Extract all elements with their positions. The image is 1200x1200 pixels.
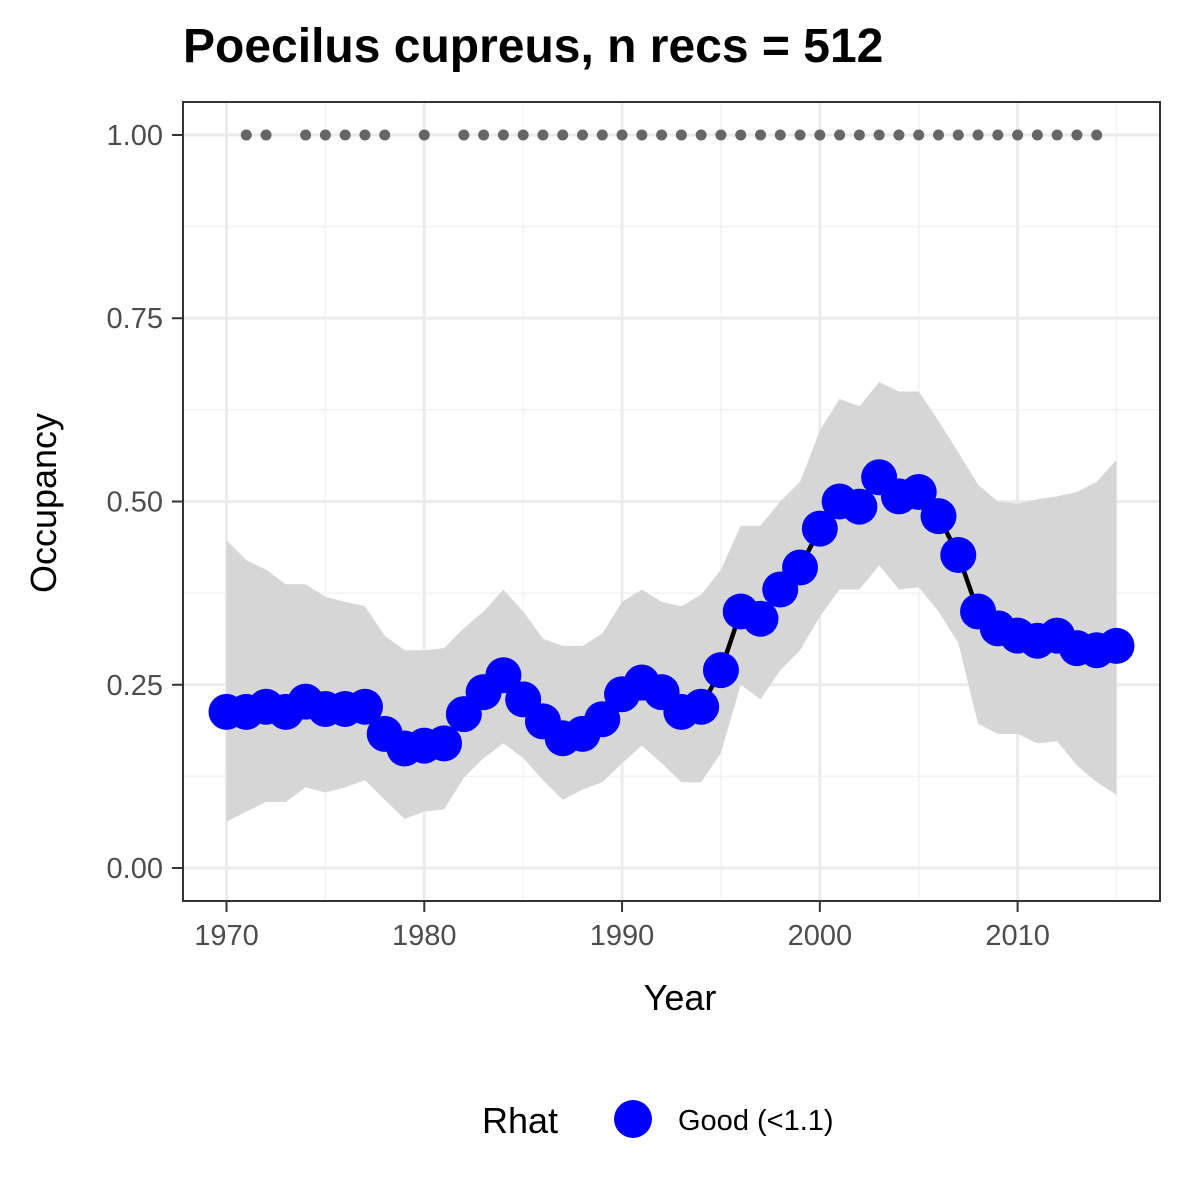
record-year-dot (319, 129, 331, 141)
legend: Rhat Good (<1.1) (482, 1100, 834, 1141)
record-year-dot (932, 129, 944, 141)
occupancy-point (683, 688, 720, 725)
record-year-dot (834, 129, 846, 141)
record-year-dot (1031, 129, 1043, 141)
record-year-dot (1091, 129, 1103, 141)
record-year-dot (735, 129, 747, 141)
record-year-dot (1012, 129, 1024, 141)
occupancy-point (920, 498, 957, 535)
record-year-dot (478, 129, 490, 141)
x-axis: 1970 1980 1990 2000 2010 (194, 901, 1050, 952)
record-year-dot (715, 129, 727, 141)
occupancy-point (940, 537, 977, 574)
x-tick-label: 2010 (985, 920, 1050, 952)
record-year-dot (1071, 129, 1083, 141)
occupancy-point (841, 488, 878, 525)
record-year-dot (517, 129, 529, 141)
record-year-dot (359, 129, 371, 141)
occupancy-point (346, 688, 383, 725)
occupancy-points-layer (208, 459, 1135, 767)
record-year-dot (774, 129, 786, 141)
record-year-dot (339, 129, 351, 141)
record-year-dot (656, 129, 668, 141)
occupancy-point (801, 510, 838, 547)
record-year-dot (695, 129, 707, 141)
occupancy-point (702, 652, 739, 689)
record-year-dot (616, 129, 628, 141)
x-tick-label: 1970 (194, 920, 259, 952)
record-year-dot (596, 129, 608, 141)
record-year-dot (458, 129, 470, 141)
record-year-dot (814, 129, 826, 141)
record-year-dot (260, 129, 272, 141)
record-year-dot (754, 129, 766, 141)
x-axis-title: Year (644, 977, 717, 1018)
record-year-dot (992, 129, 1004, 141)
y-tick-label: 0.75 (107, 303, 163, 335)
occupancy-point (485, 657, 522, 694)
record-year-dot (379, 129, 391, 141)
x-tick-label: 1990 (590, 920, 655, 952)
record-year-dot (972, 129, 984, 141)
record-year-dot (300, 129, 312, 141)
record-year-dot (913, 129, 925, 141)
legend-label-good: Good (<1.1) (678, 1105, 834, 1137)
record-year-dot (557, 129, 569, 141)
record-year-dot (497, 129, 509, 141)
x-tick-label: 2000 (788, 920, 853, 952)
record-year-dot (853, 129, 865, 141)
record-year-dot (794, 129, 806, 141)
record-year-dot (537, 129, 549, 141)
record-year-dot (418, 129, 430, 141)
record-year-dot (636, 129, 648, 141)
occupancy-point (584, 701, 621, 738)
record-years-layer (240, 129, 1103, 141)
occupancy-point (900, 473, 937, 510)
y-tick-label: 0.25 (107, 670, 163, 702)
record-year-dot (240, 129, 252, 141)
occupancy-point (782, 549, 819, 586)
y-tick-label: 0.50 (107, 487, 163, 519)
record-year-dot (1051, 129, 1063, 141)
occupancy-point (1098, 627, 1135, 664)
y-tick-label: 1.00 (107, 120, 163, 152)
record-year-dot (893, 129, 905, 141)
y-axis-title: Occupancy (23, 413, 64, 593)
x-tick-label: 1980 (392, 920, 457, 952)
chart-title: Poecilus cupreus, n recs = 512 (183, 20, 883, 73)
record-year-dot (675, 129, 687, 141)
record-year-dot (873, 129, 885, 141)
occupancy-point (426, 725, 463, 762)
legend-key-good (614, 1100, 652, 1138)
record-year-dot (952, 129, 964, 141)
occupancy-point (742, 600, 779, 637)
y-tick-label: 0.00 (107, 853, 163, 885)
y-axis: 0.00 0.25 0.50 0.75 1.00 (107, 120, 183, 885)
record-year-dot (577, 129, 589, 141)
legend-title: Rhat (482, 1100, 558, 1141)
